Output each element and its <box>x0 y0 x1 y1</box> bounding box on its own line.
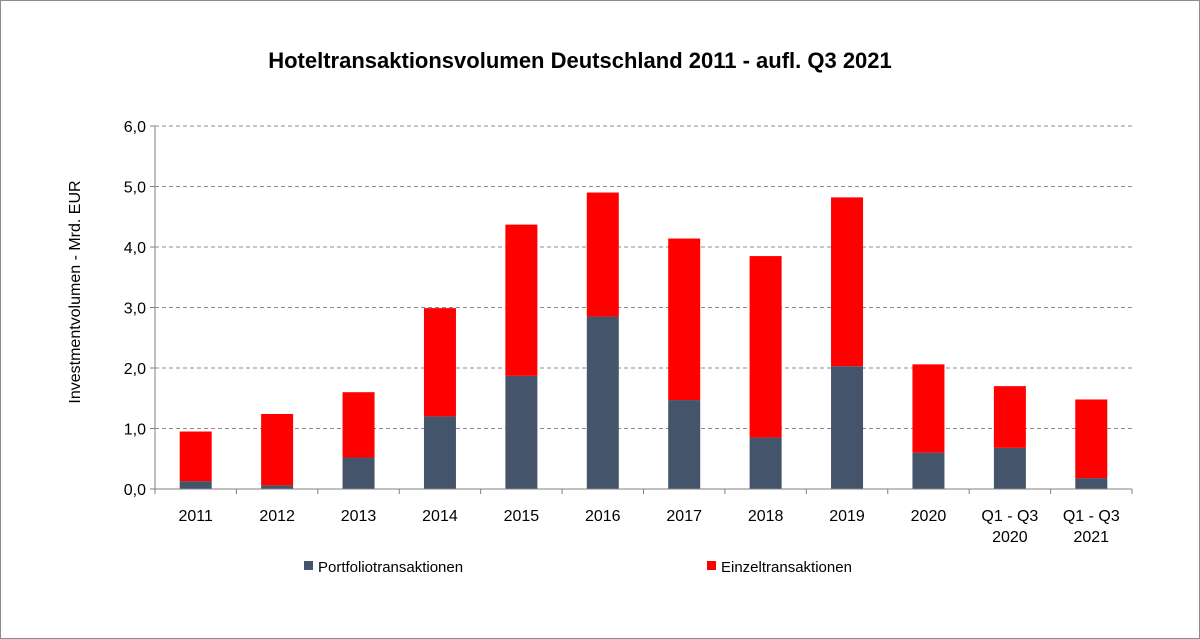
chart-title: Hoteltransaktionsvolumen Deutschland 201… <box>268 48 892 73</box>
x-tick-label: Q1 - Q3 2021 <box>1063 508 1120 546</box>
y-tick-label: 3,0 <box>124 301 146 318</box>
bar-einzel <box>993 386 1026 448</box>
x-tick-label: 2020 <box>911 508 947 525</box>
bar-einzel <box>505 224 538 376</box>
legend-swatch-einzel <box>707 561 716 570</box>
bar-einzel <box>749 256 782 438</box>
bar-einzel <box>179 431 212 482</box>
bar-portfolio <box>993 447 1026 489</box>
bar-portfolio <box>586 316 619 489</box>
legend-label-portfolio: Portfoliotransaktionen <box>318 559 463 576</box>
bar-portfolio <box>1075 478 1108 489</box>
bar-einzel <box>342 392 375 458</box>
x-tick-label: Q1 - Q3 2020 <box>981 508 1038 546</box>
legend: Portfoliotransaktionen Einzeltransaktion… <box>304 559 852 576</box>
x-tick-label: 2016 <box>585 508 621 525</box>
gridlines <box>155 125 1132 429</box>
y-tick-label: 0,0 <box>124 482 146 499</box>
bar-portfolio <box>342 457 375 489</box>
y-tick-label: 6,0 <box>124 119 146 136</box>
x-tick-label: 2012 <box>259 508 295 525</box>
x-tick-labels: 2011 2012 2013 2014 2015 2016 2017 2018 2019 2020… <box>179 508 1120 546</box>
bar-portfolio <box>261 485 294 489</box>
bar-einzel <box>912 364 945 453</box>
bar-einzel <box>586 192 619 317</box>
legend-label-einzel: Einzeltransaktionen <box>721 559 852 576</box>
x-tick-label: 2017 <box>666 508 702 525</box>
x-tick-label: 2018 <box>748 508 784 525</box>
x-tick-label: 2015 <box>504 508 540 525</box>
bar-einzel <box>261 413 294 486</box>
bar-einzel <box>1075 399 1108 479</box>
x-tick-label: 2013 <box>341 508 377 525</box>
x-tick-label: 2011 <box>179 508 214 525</box>
y-tick-label: 2,0 <box>124 361 146 378</box>
bar-portfolio <box>831 366 864 489</box>
y-tick-labels: 0,0 1,0 2,0 3,0 4,0 5,0 6,0 <box>124 119 146 499</box>
bar-portfolio <box>505 375 538 489</box>
y-tick-label: 4,0 <box>124 240 146 257</box>
bar-portfolio <box>423 416 456 489</box>
y-tick-label: 5,0 <box>124 180 146 197</box>
x-tick-label: 2019 <box>829 508 865 525</box>
bar-portfolio <box>668 400 701 489</box>
bar-einzel <box>831 197 864 367</box>
bars <box>179 192 1108 489</box>
bar-portfolio <box>749 437 782 489</box>
legend-swatch-portfolio <box>304 561 313 570</box>
x-tick-label: 2014 <box>422 508 458 525</box>
y-axis-label: Investmentvolumen - Mrd. EUR <box>67 180 84 403</box>
bar-portfolio <box>912 452 945 489</box>
bar-portfolio <box>179 481 212 489</box>
axes <box>150 125 1133 494</box>
bar-einzel <box>668 238 701 401</box>
bar-einzel <box>423 308 456 417</box>
y-tick-label: 1,0 <box>124 422 146 439</box>
